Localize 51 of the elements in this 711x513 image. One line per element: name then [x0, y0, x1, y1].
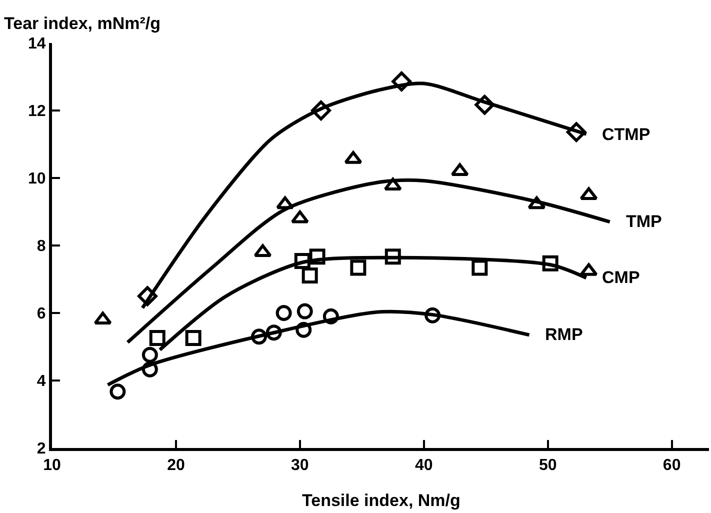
y-tick-label: 6: [36, 306, 46, 323]
y-tick-label: 14: [28, 36, 46, 53]
series-label: RMP: [545, 325, 583, 344]
x-tick-label: 50: [538, 457, 557, 474]
point: [296, 322, 312, 338]
point: [142, 346, 158, 363]
y-tick-label: 4: [36, 373, 46, 390]
y-tick-label: 12: [28, 103, 46, 120]
series-label: CTMP: [602, 125, 650, 144]
point: [350, 260, 366, 276]
point: [580, 187, 598, 200]
point: [424, 307, 441, 324]
x-axis-title: Tensile index, Nm/g: [302, 491, 460, 510]
series-label: TMP: [626, 212, 662, 231]
x-tick-label: 60: [662, 457, 681, 474]
point: [302, 268, 318, 284]
point: [344, 151, 362, 164]
x-tick-label: 30: [291, 457, 309, 474]
y-tick-label: 10: [28, 170, 46, 188]
point: [566, 122, 586, 142]
point: [392, 72, 412, 92]
point: [138, 286, 158, 306]
point: [542, 255, 558, 272]
point: [384, 178, 402, 191]
y-axis-title: Tear index, mNm²/g: [4, 14, 160, 33]
y-tick-label: 2: [36, 440, 46, 458]
point: [276, 196, 294, 210]
x-tick-label: 20: [167, 457, 185, 474]
point: [474, 94, 495, 115]
point: [266, 324, 282, 341]
point: [276, 305, 292, 321]
point: [251, 328, 268, 345]
series-label: CMP: [602, 268, 640, 287]
point: [322, 308, 339, 324]
point: [384, 248, 401, 265]
point: [294, 253, 310, 270]
point: [311, 100, 331, 120]
point: [580, 263, 598, 276]
x-tick-label: 40: [414, 457, 433, 474]
point: [149, 330, 166, 346]
y-tick-label: 8: [36, 238, 46, 256]
point: [450, 163, 469, 176]
point: [254, 244, 272, 257]
point: [185, 330, 202, 346]
point: [528, 196, 546, 210]
point: [110, 384, 126, 400]
point: [290, 210, 309, 224]
point: [309, 248, 326, 265]
point: [142, 361, 158, 378]
point: [472, 260, 488, 276]
point: [296, 303, 313, 320]
